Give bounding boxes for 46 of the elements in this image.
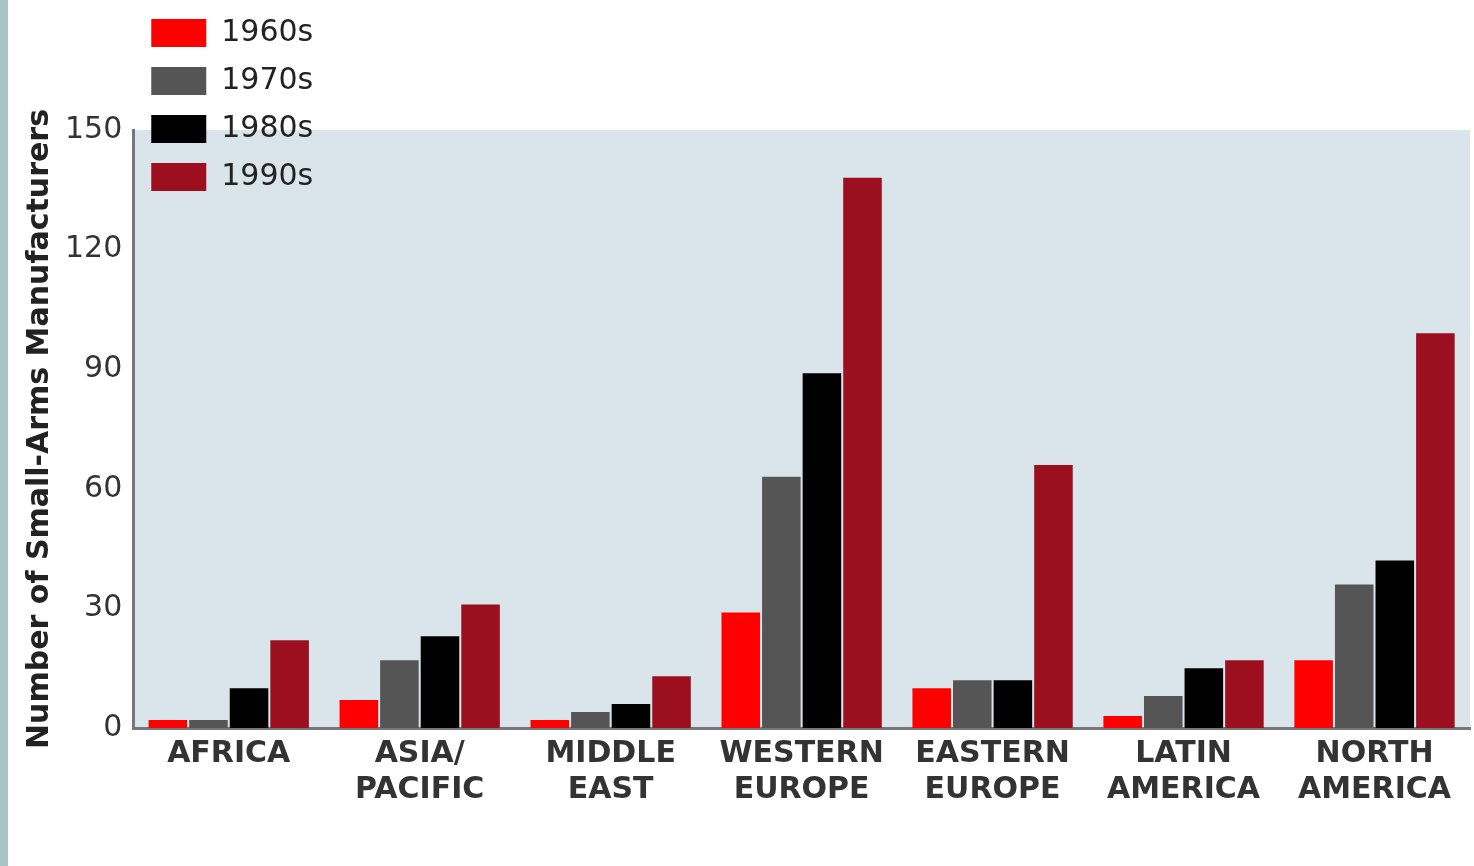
- bar: [189, 720, 228, 728]
- bar: [571, 712, 610, 728]
- bar: [953, 680, 992, 728]
- bar: [1103, 716, 1142, 728]
- y-axis-title: Number of Small-Arms Manufacturers: [19, 109, 55, 749]
- bar: [993, 680, 1033, 728]
- bar: [1225, 660, 1264, 728]
- y-tick-label: 0: [103, 707, 123, 743]
- x-tick-label: ASIA/ PACIFIC: [355, 733, 485, 805]
- bar: [721, 612, 761, 728]
- legend-label: 1990s: [221, 156, 314, 192]
- legend-label: 1960s: [221, 12, 314, 48]
- bar: [1143, 696, 1183, 728]
- y-tick-label: 30: [84, 588, 123, 624]
- bar: [762, 476, 801, 728]
- bar: [843, 177, 882, 728]
- bar: [148, 720, 188, 728]
- y-tick-label: 120: [65, 229, 123, 265]
- bar: [802, 373, 842, 728]
- bar: [611, 704, 651, 728]
- bar: [420, 636, 460, 728]
- y-tick-label: 150: [65, 109, 123, 145]
- bar: [1294, 660, 1333, 728]
- bar: [530, 720, 570, 728]
- legend-label: 1980s: [221, 108, 314, 144]
- bar: [1416, 333, 1455, 728]
- x-tick-label: WESTERN EUROPE: [719, 733, 884, 805]
- bar: [270, 640, 309, 728]
- bar: [1375, 560, 1415, 728]
- bar: [339, 700, 379, 728]
- x-tick-label: MIDDLE EAST: [545, 733, 676, 805]
- bar: [1334, 584, 1374, 728]
- bar: [380, 660, 419, 728]
- bar: [652, 676, 691, 728]
- y-tick-label: 90: [84, 349, 123, 384]
- x-tick-label: NORTH AMERICA: [1297, 733, 1452, 805]
- bar: [229, 688, 269, 728]
- bar: [461, 604, 500, 728]
- legend-label: 1970s: [221, 60, 314, 96]
- x-tick-label: LATIN AMERICA: [1107, 733, 1261, 805]
- y-tick-label: 60: [84, 468, 123, 504]
- x-tick-label: EASTERN EUROPE: [915, 733, 1070, 805]
- bar: [1034, 464, 1073, 728]
- bar: [1184, 668, 1224, 728]
- bar: [912, 688, 951, 728]
- x-tick-label: AFRICA: [167, 733, 292, 769]
